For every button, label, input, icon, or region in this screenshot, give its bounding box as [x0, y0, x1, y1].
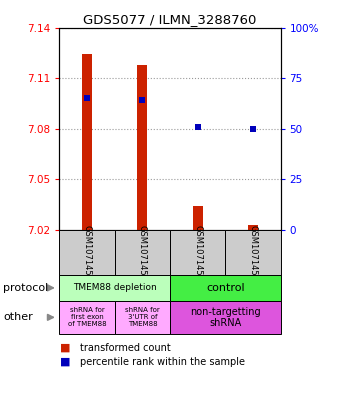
Text: protocol: protocol: [3, 283, 49, 293]
Text: control: control: [206, 283, 244, 293]
Text: shRNA for
3'UTR of
TMEM88: shRNA for 3'UTR of TMEM88: [125, 307, 160, 327]
Bar: [115, 301, 170, 334]
Text: GSM1071456: GSM1071456: [138, 224, 147, 281]
Bar: [137, 64, 147, 230]
Bar: [248, 225, 258, 230]
Bar: [170, 275, 280, 301]
Text: other: other: [3, 312, 33, 322]
Bar: [193, 206, 203, 230]
Bar: [170, 301, 280, 334]
Text: GSM1071455: GSM1071455: [249, 224, 257, 281]
Bar: [82, 55, 92, 230]
Text: ■: ■: [59, 356, 70, 367]
Text: shRNA for
first exon
of TMEM88: shRNA for first exon of TMEM88: [68, 307, 106, 327]
Text: GDS5077 / ILMN_3288760: GDS5077 / ILMN_3288760: [83, 13, 257, 26]
Text: GSM1071457: GSM1071457: [83, 224, 91, 281]
Text: GSM1071454: GSM1071454: [193, 224, 202, 281]
Bar: [59, 275, 170, 301]
Text: ■: ■: [59, 343, 70, 353]
Bar: [59, 230, 115, 275]
Bar: [59, 301, 115, 334]
Text: transformed count: transformed count: [80, 343, 171, 353]
Text: percentile rank within the sample: percentile rank within the sample: [80, 356, 245, 367]
Bar: [170, 230, 225, 275]
Text: TMEM88 depletion: TMEM88 depletion: [73, 283, 157, 292]
Text: non-targetting
shRNA: non-targetting shRNA: [190, 307, 260, 328]
Bar: [225, 230, 280, 275]
Bar: [115, 230, 170, 275]
